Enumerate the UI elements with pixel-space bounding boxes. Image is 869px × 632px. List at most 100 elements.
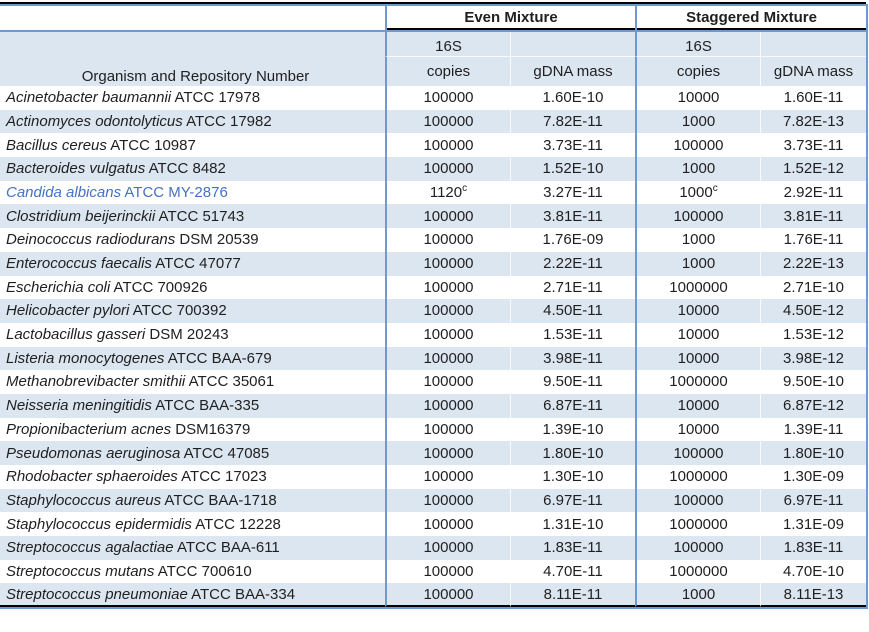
even-gdna-value: 2.22E-11: [543, 255, 603, 273]
even-copies-cell: 100000: [385, 228, 510, 252]
organism-name: Lactobacillus gasseri: [6, 326, 146, 344]
even-copies-value: 100000: [423, 136, 474, 154]
organism-repository: ATCC MY-2876: [121, 183, 228, 201]
even-copies-value: 100000: [423, 207, 474, 225]
staggered-copies-value: 10000: [677, 326, 720, 344]
staggered-gdna-value: 1.76E-11: [783, 231, 844, 249]
staggered-gdna-value: 3.73E-11: [783, 136, 844, 154]
even-gdna-cell: 6.87E-11: [510, 393, 635, 418]
organism-column-header: Organism and Repository Number: [0, 32, 385, 86]
even-copies-value: 100000: [423, 326, 474, 344]
even-gdna-value: 1.60E-10: [542, 89, 604, 107]
even-copies-cell: 100000: [385, 488, 510, 513]
staggered-gdna-cell: 1.80E-10: [760, 441, 866, 465]
organism-repository: ATCC 51743: [155, 207, 245, 225]
table-row: Neisseria meningitidis ATCC BAA-335 1000…: [0, 393, 866, 418]
staggered-copies-cell: 100000: [635, 536, 760, 560]
even-copies-cell: 100000: [385, 441, 510, 465]
staggered-copies-cell: 1000: [635, 251, 760, 276]
organism-cell: Streptococcus agalactiae ATCC BAA-611: [0, 536, 385, 560]
even-copies-value: 100000: [423, 562, 474, 580]
even-copies-cell: 100000: [385, 299, 510, 323]
staggered-copies-header: copies: [635, 56, 760, 86]
even-copies-cell: 100000: [385, 322, 510, 347]
staggered-gdna-value: 1.30E-09: [783, 468, 844, 486]
staggered-copies-value: 1000: [681, 160, 716, 178]
staggered-gdna-value: 2.71E-10: [783, 278, 844, 296]
organism-cell: Lactobacillus gasseri DSM 20243: [0, 322, 385, 347]
even-copies-cell: 100000: [385, 133, 510, 158]
organism-cell: Methanobrevibacter smithii ATCC 35061: [0, 370, 385, 394]
staggered-gdna-cell: 1.31E-09: [760, 512, 866, 537]
staggered-gdna-cell: 3.98E-12: [760, 346, 866, 371]
organism-data-table: Even Mixture Staggered Mixture Organism …: [0, 4, 868, 610]
organism-cell: Acinetobacter baumannii ATCC 17978: [0, 86, 385, 110]
staggered-gdna-cell: 1.83E-11: [760, 536, 866, 560]
even-copies-value: 1120: [429, 183, 463, 201]
staggered-copies-value: 1000: [679, 183, 713, 201]
even-gdna-cell: 9.50E-11: [510, 370, 635, 394]
organism-name: Actinomyces odontolyticus: [6, 112, 183, 130]
even-copies-value: 100000: [423, 515, 474, 533]
staggered-gdna-cell: 4.50E-12: [760, 299, 866, 323]
even-copies-value: 100000: [423, 468, 474, 486]
staggered-copies-cell: 10000: [635, 393, 760, 418]
table-row: Lactobacillus gasseri DSM 20243 100000 1…: [0, 322, 866, 347]
group-header-row: Even Mixture Staggered Mixture: [0, 6, 866, 32]
organism-cell: Streptococcus mutans ATCC 700610: [0, 559, 385, 584]
staggered-copies-value: 10000: [677, 302, 720, 320]
even-copies-cell: 100000: [385, 157, 510, 181]
even-copies-header: copies: [385, 56, 510, 86]
table-row: Streptococcus pneumoniae ATCC BAA-334 10…: [0, 583, 866, 608]
even-gdna-header-spacer: [510, 32, 635, 56]
staggered-copies-cell: 1000000: [635, 370, 760, 394]
organism-name: Pseudomonas aeruginosa: [6, 444, 181, 462]
staggered-copies-cell: 1000000: [635, 465, 760, 489]
organism-repository: ATCC BAA-335: [151, 397, 260, 415]
organism-cell: Escherichia coli ATCC 700926: [0, 275, 385, 300]
staggered-copies-value: 100000: [673, 539, 724, 557]
organism-name: Helicobacter pylori: [6, 302, 130, 320]
organism-repository: DSM 20539: [175, 231, 259, 249]
table-row: Pseudomonas aeruginosa ATCC 47085 100000…: [0, 441, 866, 465]
even-gdna-value: 4.50E-11: [543, 302, 603, 320]
staggered-gdna-cell: 1.53E-12: [760, 322, 866, 347]
even-gdna-value: 4.70E-11: [543, 562, 603, 580]
even-gdna-cell: 1.60E-10: [510, 86, 635, 110]
table-row: Methanobrevibacter smithii ATCC 35061 10…: [0, 370, 866, 394]
staggered-copies-cell: 1000000: [635, 559, 760, 584]
table-row: Actinomyces odontolyticus ATCC 17982 100…: [0, 109, 866, 134]
even-copies-value: 100000: [423, 349, 474, 367]
organism-repository: DSM 20243: [145, 326, 229, 344]
even-mixture-group-header: Even Mixture: [385, 6, 635, 32]
table-row: Bacillus cereus ATCC 10987 100000 3.73E-…: [0, 133, 866, 158]
table-row: Rhodobacter sphaeroides ATCC 17023 10000…: [0, 465, 866, 489]
staggered-gdna-value: 6.87E-12: [783, 397, 844, 415]
staggered-copies-cell: 1000c: [635, 180, 760, 205]
staggered-copies-value: 100000: [673, 207, 724, 225]
organism-name: Listeria monocytogenes: [6, 349, 165, 367]
organism-cell: Clostridium beijerinckii ATCC 51743: [0, 204, 385, 229]
staggered-gdna-cell: 1.60E-11: [760, 86, 866, 110]
even-copies-cell: 100000: [385, 417, 510, 442]
even-copies-value: 100000: [423, 539, 474, 557]
table-row: Acinetobacter baumannii ATCC 17978 10000…: [0, 86, 866, 110]
table-row: Deinococcus radiodurans DSM 20539 100000…: [0, 228, 866, 252]
even-gdna-cell: 1.76E-09: [510, 228, 635, 252]
staggered-gdna-value: 9.50E-10: [783, 373, 844, 391]
even-gdna-value: 1.31E-10: [542, 515, 604, 533]
staggered-copies-cell: 10000: [635, 417, 760, 442]
staggered-copies-value: 1000: [681, 255, 716, 273]
even-gdna-value: 3.73E-11: [543, 136, 603, 154]
staggered-copies-value: 1000: [681, 112, 716, 130]
even-gdna-value: 3.27E-11: [543, 183, 603, 201]
table-row: Helicobacter pylori ATCC 700392 100000 4…: [0, 299, 866, 323]
organism-repository: ATCC BAA-334: [187, 585, 296, 603]
staggered-copies-cell: 1000000: [635, 275, 760, 300]
even-gdna-value: 9.50E-11: [543, 373, 603, 391]
even-copies-value: 100000: [423, 397, 474, 415]
table-row: Streptococcus agalactiae ATCC BAA-611 10…: [0, 536, 866, 560]
table-row: Propionibacterium acnes DSM16379 100000 …: [0, 417, 866, 442]
empty-corner-cell: [0, 6, 385, 32]
even-copies-cell: 100000: [385, 275, 510, 300]
